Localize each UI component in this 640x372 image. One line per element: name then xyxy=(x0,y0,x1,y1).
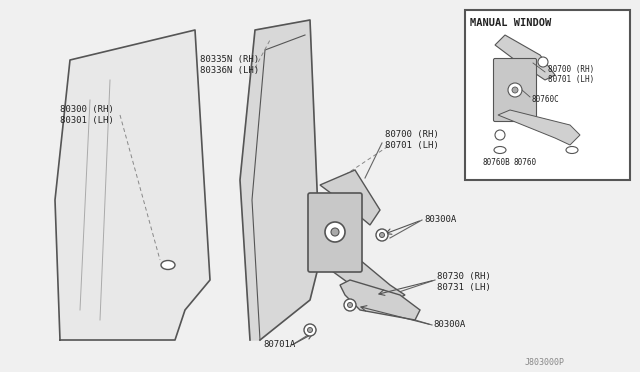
Circle shape xyxy=(348,302,353,308)
Text: 80701 (LH): 80701 (LH) xyxy=(548,75,595,84)
Polygon shape xyxy=(240,20,320,340)
Text: 80700 (RH): 80700 (RH) xyxy=(548,65,595,74)
Polygon shape xyxy=(498,110,580,145)
Polygon shape xyxy=(495,35,555,80)
Circle shape xyxy=(307,327,312,333)
Text: 80300 (RH): 80300 (RH) xyxy=(60,105,114,114)
Text: 80300A: 80300A xyxy=(424,215,456,224)
Text: 80300A: 80300A xyxy=(433,320,465,329)
Circle shape xyxy=(344,299,356,311)
Text: 80731 (LH): 80731 (LH) xyxy=(437,283,491,292)
Circle shape xyxy=(512,87,518,93)
Text: 80335N (RH): 80335N (RH) xyxy=(200,55,259,64)
Text: 80701 (LH): 80701 (LH) xyxy=(385,141,439,150)
Text: 80760B: 80760B xyxy=(483,158,511,167)
Circle shape xyxy=(304,324,316,336)
Circle shape xyxy=(495,130,505,140)
Ellipse shape xyxy=(566,147,578,154)
Text: 80730 (RH): 80730 (RH) xyxy=(437,272,491,281)
Text: 80760C: 80760C xyxy=(532,95,560,104)
Text: 80301 (LH): 80301 (LH) xyxy=(60,116,114,125)
FancyBboxPatch shape xyxy=(308,193,362,272)
Polygon shape xyxy=(320,170,380,225)
Text: J803000P: J803000P xyxy=(525,358,565,367)
Circle shape xyxy=(508,83,522,97)
Text: 80700 (RH): 80700 (RH) xyxy=(385,130,439,139)
Text: 80701A: 80701A xyxy=(263,340,295,349)
Bar xyxy=(465,10,630,180)
Text: 80336N (LH): 80336N (LH) xyxy=(200,66,259,75)
Circle shape xyxy=(325,222,345,242)
Polygon shape xyxy=(55,30,210,340)
Circle shape xyxy=(331,228,339,236)
Polygon shape xyxy=(340,280,420,320)
Polygon shape xyxy=(310,235,405,305)
Text: 80760: 80760 xyxy=(514,158,537,167)
Text: MANUAL WINDOW: MANUAL WINDOW xyxy=(470,18,551,28)
FancyBboxPatch shape xyxy=(493,58,536,122)
Ellipse shape xyxy=(494,147,506,154)
Ellipse shape xyxy=(161,260,175,269)
Circle shape xyxy=(380,232,385,237)
Circle shape xyxy=(538,57,548,67)
Circle shape xyxy=(376,229,388,241)
